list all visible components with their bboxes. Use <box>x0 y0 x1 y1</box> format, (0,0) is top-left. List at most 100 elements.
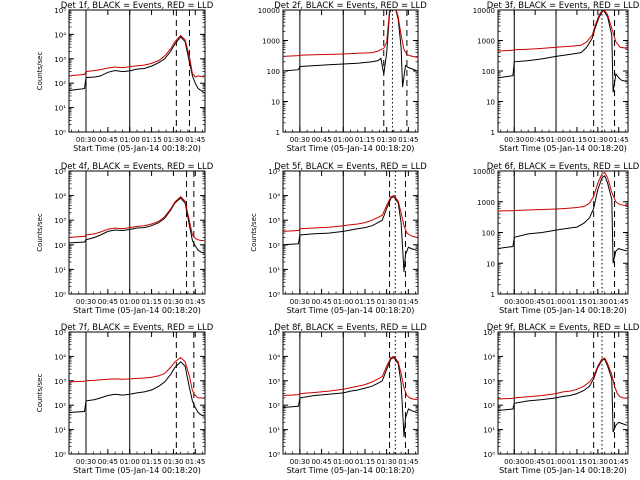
x-tick-label: 01:30 <box>588 458 608 466</box>
detector-panel-9: Det 9f, BLACK = Events, RED = LLD 10⁰ 10¹ 1… <box>483 323 639 475</box>
y-tick-label: 10¹ <box>54 105 66 113</box>
x-tick-label: 01:30 <box>377 298 397 306</box>
y-tick-label: 10⁰ <box>54 129 66 137</box>
x-tick-label: 00:45 <box>525 458 545 466</box>
panel-title: Det 5f, BLACK = Events, RED = LLD <box>274 162 427 172</box>
x-tick-label: 00:45 <box>98 136 118 144</box>
x-tick-label: 01:30 <box>163 298 183 306</box>
y-tick-label: 10⁰ <box>268 451 280 459</box>
y-tick-label: 10⁵ <box>268 329 280 337</box>
panel-title: Det 8f, BLACK = Events, RED = LLD <box>274 323 427 333</box>
series-line-events <box>69 36 205 94</box>
y-tick-label: 10000 <box>258 7 280 15</box>
y-tick-label: 10⁰ <box>54 451 66 459</box>
x-tick-label: 00:30 <box>76 298 96 306</box>
x-axis-label: Start Time (05-Jan-14 00:18:20) <box>499 144 627 153</box>
x-tick-label: 01:30 <box>588 298 608 306</box>
x-tick-label: 00:45 <box>311 298 331 306</box>
y-tick-label: 10³ <box>54 56 66 64</box>
y-tick-label: 10² <box>54 402 66 410</box>
y-tick-label: 10⁴ <box>268 353 280 361</box>
x-tick-label: 01:00 <box>546 458 566 466</box>
y-tick-label: 10⁴ <box>268 193 280 201</box>
x-tick-label: 00:45 <box>98 458 118 466</box>
detector-panel-3: Det 3f, BLACK = Events, RED = LLD 1 10 100 1… <box>473 1 640 153</box>
x-tick-label: 01:30 <box>377 136 397 144</box>
panel-title: Det 6f, BLACK = Events, RED = LLD <box>487 162 640 172</box>
series-line-lld <box>498 357 628 400</box>
series-line-events <box>498 10 628 93</box>
x-axis-label: Start Time (05-Jan-14 00:18:20) <box>287 306 415 315</box>
panel-title: Det 4f, BLACK = Events, RED = LLD <box>61 162 214 172</box>
x-tick-label: 01:15 <box>141 298 161 306</box>
x-tick-label: 01:45 <box>609 298 629 306</box>
series-line-events <box>498 175 628 264</box>
x-tick-label: 01:00 <box>333 136 353 144</box>
x-tick-label: 01:00 <box>333 458 353 466</box>
y-tick-label: 10 <box>486 260 495 268</box>
y-tick-label: 10000 <box>473 7 495 15</box>
y-tick-label: 10³ <box>268 217 280 225</box>
x-tick-label: 01:15 <box>567 458 587 466</box>
y-tick-label: 1 <box>491 291 495 299</box>
y-tick-label: 10⁰ <box>483 451 495 459</box>
x-tick-label: 01:15 <box>141 136 161 144</box>
x-tick-label: 01:30 <box>377 458 397 466</box>
y-tick-label: 10³ <box>268 378 280 386</box>
y-tick-label: 10 <box>271 99 280 107</box>
detector-panel-2: Det 2f, BLACK = Events, RED = LLD 1 10 100 1… <box>258 1 428 153</box>
y-axis-label: Counts/sec <box>250 213 258 252</box>
x-tick-label: 00:30 <box>76 136 96 144</box>
series-line-events <box>69 197 205 254</box>
y-tick-label: 10¹ <box>268 266 280 274</box>
y-tick-label: 10² <box>483 402 495 410</box>
y-tick-label: 10² <box>54 80 66 88</box>
detector-panel-5: Det 5f, BLACK = Events, RED = LLD 10⁰ 10¹ 1… <box>250 162 427 315</box>
x-tick-label: 00:30 <box>290 298 310 306</box>
y-tick-label: 10⁵ <box>268 168 280 176</box>
y-tick-label: 10⁴ <box>54 193 66 201</box>
x-tick-label: 01:45 <box>398 458 418 466</box>
x-tick-label: 01:30 <box>163 136 183 144</box>
panel-title: Det 7f, BLACK = Events, RED = LLD <box>61 323 214 333</box>
y-tick-label: 1 <box>491 129 495 137</box>
y-axis-label: Counts/sec <box>36 52 44 91</box>
detector-panel-1: Det 1f, BLACK = Events, RED = LLD 10⁰ 10¹ 1… <box>36 1 214 153</box>
x-tick-label: 01:00 <box>546 298 566 306</box>
y-tick-label: 10³ <box>54 378 66 386</box>
x-tick-label: 01:00 <box>120 136 140 144</box>
x-tick-label: 01:45 <box>609 458 629 466</box>
y-tick-label: 10⁵ <box>54 168 66 176</box>
y-tick-label: 100 <box>482 68 495 76</box>
x-tick-label: 01:15 <box>355 458 375 466</box>
y-tick-label: 10⁴ <box>483 353 495 361</box>
y-tick-label: 100 <box>267 68 280 76</box>
x-tick-label: 01:45 <box>398 136 418 144</box>
detector-panel-4: Det 4f, BLACK = Events, RED = LLD 10⁰ 10¹ 1… <box>36 162 214 315</box>
y-tick-label: 10⁵ <box>483 329 495 337</box>
x-tick-label: 00:45 <box>525 298 545 306</box>
x-tick-label: 01:45 <box>185 136 205 144</box>
series-line-events <box>498 358 628 433</box>
detector-panel-8: Det 8f, BLACK = Events, RED = LLD 10⁰ 10¹ 1… <box>268 323 427 475</box>
series-line-lld <box>498 10 628 52</box>
x-tick-label: 01:45 <box>185 458 205 466</box>
y-tick-label: 1000 <box>477 38 495 46</box>
x-axis-label: Start Time (05-Jan-14 00:18:20) <box>287 144 415 153</box>
panel-title: Det 2f, BLACK = Events, RED = LLD <box>274 1 427 11</box>
x-axis-label: Start Time (05-Jan-14 00:18:20) <box>73 306 201 315</box>
x-tick-label: 00:30 <box>504 136 524 144</box>
x-tick-label: 00:30 <box>504 458 524 466</box>
y-tick-label: 1 <box>276 129 280 137</box>
series-line-lld <box>283 10 418 58</box>
x-tick-label: 01:15 <box>567 298 587 306</box>
y-tick-label: 10000 <box>473 168 495 176</box>
series-line-events <box>283 356 418 437</box>
y-tick-label: 10¹ <box>54 427 66 435</box>
y-tick-label: 10⁴ <box>54 353 66 361</box>
y-tick-label: 10⁰ <box>268 291 280 299</box>
y-tick-label: 10² <box>268 402 280 410</box>
x-tick-label: 00:30 <box>76 458 96 466</box>
y-tick-label: 10³ <box>483 378 495 386</box>
x-tick-label: 01:45 <box>398 298 418 306</box>
